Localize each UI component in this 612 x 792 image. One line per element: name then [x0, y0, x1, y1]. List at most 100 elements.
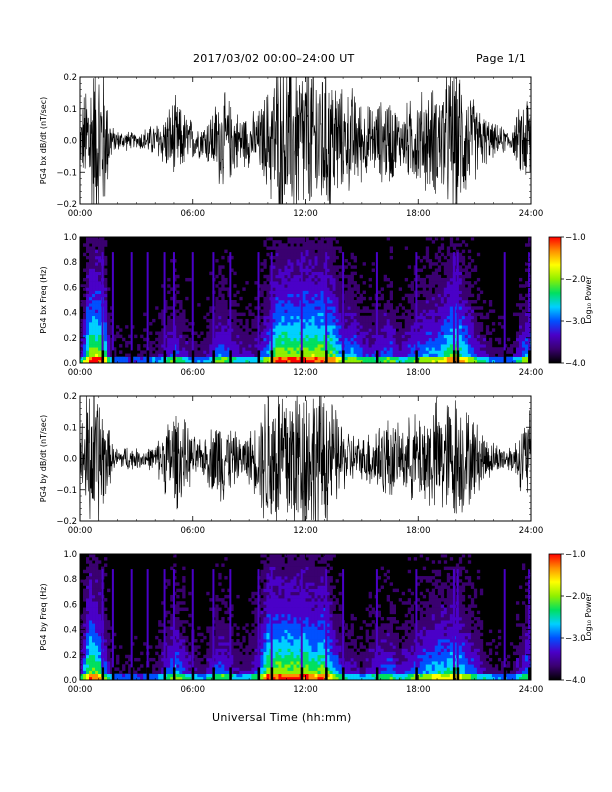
spectrogram-cell	[404, 340, 409, 345]
spectrogram-cell	[98, 591, 102, 596]
spectrogram-cell	[314, 325, 318, 329]
spectrogram-cell	[83, 331, 87, 335]
spectrogram-cell	[332, 259, 336, 263]
spectrogram-cell	[80, 673, 84, 678]
spectrogram-cell	[425, 315, 430, 320]
spectrogram-cell	[182, 356, 186, 361]
spectrogram-cell	[326, 303, 330, 307]
spectrogram-cell	[260, 569, 264, 574]
spectrogram-cell	[203, 654, 207, 659]
spectrogram-cell	[86, 569, 90, 574]
spectrogram-cell	[263, 607, 267, 611]
spectrogram-cell	[95, 648, 99, 652]
spectrogram-cell	[218, 635, 222, 640]
spectrogram-cell	[293, 331, 297, 335]
spectrogram-cell	[422, 290, 427, 294]
spectrogram-cell	[449, 240, 454, 244]
spectrogram-cell	[464, 287, 469, 291]
spectrogram-cell	[272, 359, 276, 363]
spectrogram-cell	[227, 676, 231, 680]
spectrogram-cell	[518, 325, 523, 329]
spectrogram-cell	[86, 274, 90, 279]
spectrogram-cell	[197, 645, 201, 649]
spectrogram-cell	[242, 657, 246, 662]
spectrogram-cell	[95, 312, 99, 317]
spectrogram-cell	[389, 309, 393, 313]
spectrogram-cell	[95, 252, 99, 257]
spectrogram-cell	[320, 271, 324, 276]
spectrogram-cell	[86, 635, 90, 640]
spectrogram-cell	[128, 676, 132, 680]
spectrogram-cell	[179, 654, 183, 659]
spectrogram-cell	[383, 309, 387, 313]
spectrogram-cell	[275, 325, 279, 329]
spectrogram-cell	[206, 626, 210, 630]
spectrogram-cell	[260, 576, 264, 580]
spectrogram-cell	[356, 312, 360, 317]
spectrogram-cell	[119, 676, 123, 680]
spectrogram-cell	[425, 303, 430, 307]
spectrogram-cell	[389, 344, 393, 348]
spectrogram-cell	[170, 259, 174, 263]
spectrogram-cell	[449, 344, 454, 348]
spectrogram-cell	[395, 356, 400, 361]
spectrogram-cell	[179, 670, 183, 674]
spectrogram-cell	[92, 657, 96, 662]
spectrogram-cell	[266, 334, 270, 339]
spectrogram-cell	[182, 635, 186, 640]
spectrogram-cell	[221, 654, 225, 659]
spectrogram-cell	[287, 353, 291, 357]
spectrogram-cell	[287, 315, 291, 320]
spectrogram-cell	[278, 255, 282, 260]
spectrogram-cell	[434, 347, 439, 351]
spectrogram-cell	[290, 296, 294, 301]
spectrogram-cell	[389, 290, 393, 294]
spectrogram-cell	[83, 284, 87, 288]
spike-line	[342, 252, 345, 363]
spectrogram-cell	[464, 243, 469, 247]
spectrogram-cell	[221, 309, 225, 313]
spectrogram-cell	[140, 673, 144, 678]
spectrogram-cell	[86, 566, 90, 571]
spectrogram-cell	[302, 344, 306, 348]
spectrogram-cell	[89, 598, 93, 602]
spectrogram-cell	[224, 344, 228, 348]
spectrogram-cell	[275, 300, 279, 304]
spectrogram-cell	[89, 325, 93, 329]
spectrogram-cell	[434, 322, 439, 326]
spectrogram-cell	[86, 670, 90, 674]
spectrogram-cell	[419, 309, 424, 313]
spectrogram-cell	[239, 328, 243, 332]
spectrogram-cell	[326, 271, 330, 276]
spectrogram-cell	[242, 648, 246, 652]
spectrogram-cell	[461, 300, 466, 304]
spectrogram-cell	[107, 353, 111, 357]
spectrogram-cell	[293, 334, 297, 339]
spectrogram-cell	[305, 331, 309, 335]
spectrogram-cell	[287, 252, 291, 257]
spectrogram-cell	[245, 651, 249, 656]
spectrogram-cell	[305, 237, 309, 241]
spectrogram-cell	[149, 347, 153, 351]
spectrogram-cell	[287, 284, 291, 288]
spectrogram-cell	[182, 651, 186, 656]
spectrogram-cell	[224, 334, 228, 339]
colorbar-label: Log₁₀ Power	[584, 276, 593, 324]
spectrogram-cell	[380, 344, 384, 348]
spectrogram-cell	[290, 268, 294, 272]
spectrogram-cell	[119, 334, 123, 339]
spectrogram-cell	[473, 337, 478, 342]
spectrogram-cell	[239, 334, 243, 339]
spike-line	[101, 252, 104, 363]
spectrogram-cell	[221, 657, 225, 662]
spectrogram-cell	[86, 350, 90, 354]
spectrogram-cell	[83, 635, 87, 640]
spectrogram-cell	[287, 274, 291, 279]
spectrogram-cell	[308, 249, 312, 254]
spectrogram-cell	[305, 271, 309, 276]
spectrogram-cell	[470, 344, 475, 348]
spectrogram-cell	[308, 312, 312, 317]
spectrogram-cell	[95, 243, 99, 247]
spectrogram-cell	[428, 322, 433, 326]
spectrogram-cell	[425, 309, 430, 313]
